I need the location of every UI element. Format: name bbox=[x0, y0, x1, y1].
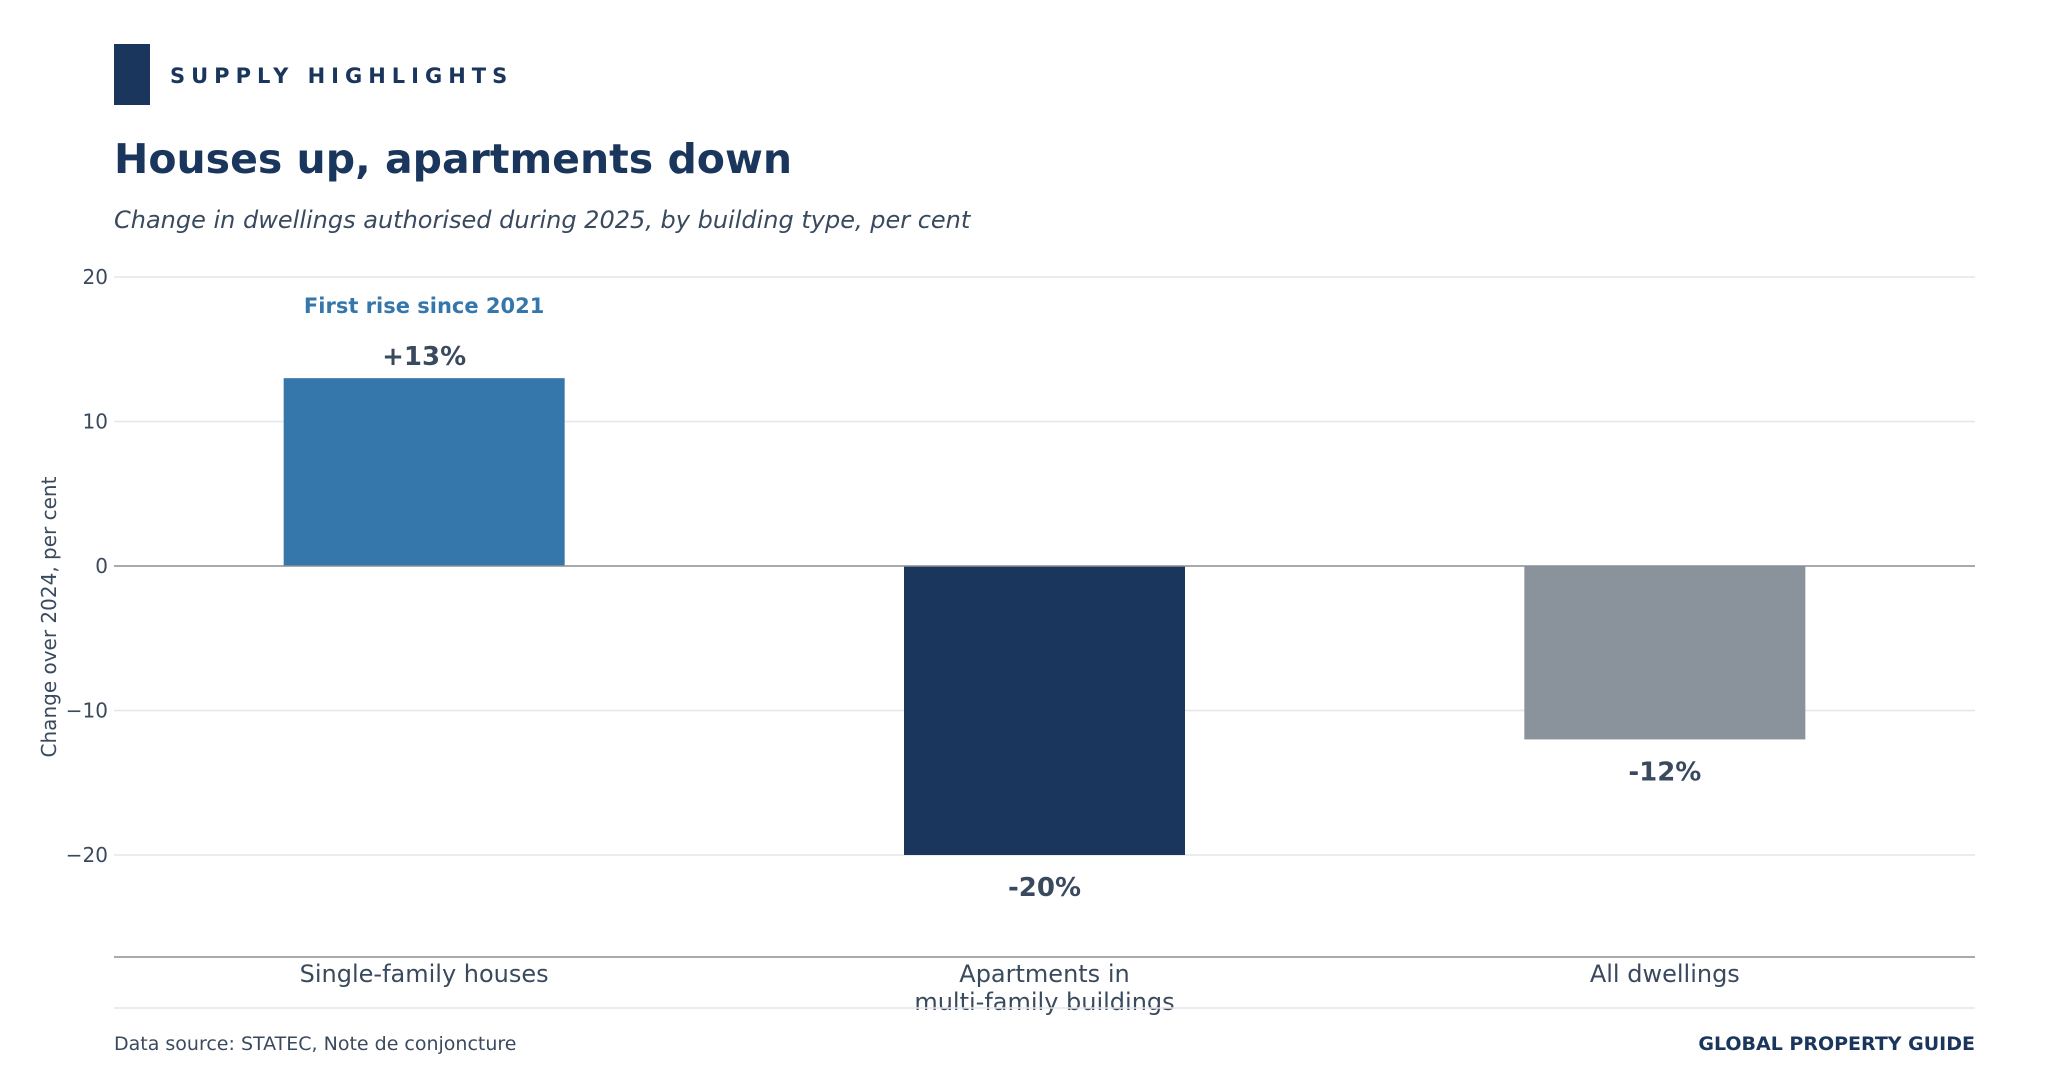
bar-value-label: +13% bbox=[382, 342, 466, 372]
bar bbox=[283, 378, 565, 566]
category-labels: Single-family houses Apartments inmulti-f… bbox=[300, 960, 1740, 1016]
y-axis-title: Change over 2024, per cent bbox=[37, 476, 61, 757]
bar-value-label: -20% bbox=[1008, 873, 1081, 903]
value-labels: +13% -20% -12% bbox=[382, 342, 1701, 903]
y-tick-label: −10 bbox=[66, 699, 108, 723]
x-tick-label: multi-family buildings bbox=[914, 988, 1174, 1016]
chart-title: Houses up, apartments down bbox=[114, 135, 792, 183]
annotations: First rise since 2021 bbox=[304, 294, 544, 318]
bar-value-label: -12% bbox=[1628, 757, 1701, 787]
y-tick-label: −20 bbox=[66, 843, 108, 867]
footer-brand: GLOBAL PROPERTY GUIDE bbox=[1698, 1033, 1975, 1055]
y-tick-label: 0 bbox=[95, 554, 108, 578]
footer: Data source: STATEC, Note de conjoncture… bbox=[114, 1007, 1975, 1055]
y-axis-ticks: 20 10 0 −10 −20 bbox=[66, 265, 108, 867]
chart-subtitle: Change in dwellings authorised during 20… bbox=[114, 206, 972, 234]
header: SUPPLY HIGHLIGHTS Houses up, apartments … bbox=[114, 44, 972, 234]
kicker-label: SUPPLY HIGHLIGHTS bbox=[170, 64, 513, 88]
bar-annotation: First rise since 2021 bbox=[304, 294, 544, 318]
x-tick-label: All dwellings bbox=[1590, 960, 1740, 988]
footer-source: Data source: STATEC, Note de conjoncture bbox=[114, 1033, 517, 1055]
y-tick-label: 10 bbox=[83, 410, 108, 434]
bars bbox=[283, 378, 1806, 855]
bar bbox=[1524, 566, 1806, 740]
y-tick-label: 20 bbox=[83, 265, 108, 289]
plot-area: 20 10 0 −10 −20 +13% -20% -12% First rise sinc… bbox=[37, 265, 1975, 1016]
kicker-accent-block bbox=[114, 44, 150, 105]
x-tick-label: Apartments in bbox=[959, 960, 1129, 988]
bar bbox=[904, 566, 1185, 855]
x-tick-label: Single-family houses bbox=[300, 960, 549, 988]
